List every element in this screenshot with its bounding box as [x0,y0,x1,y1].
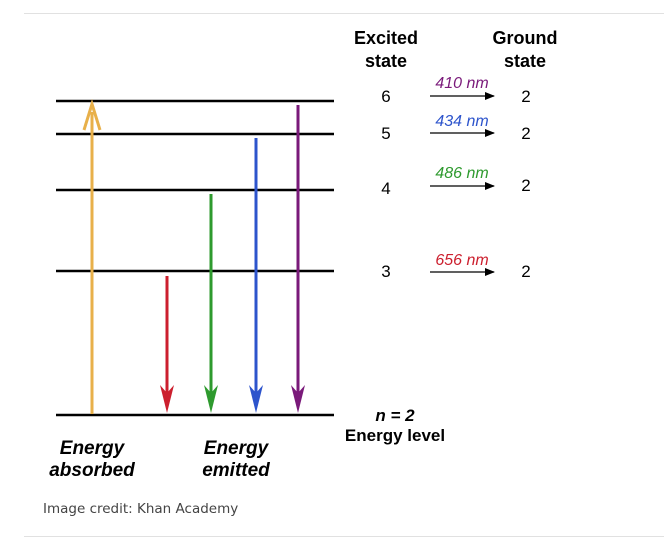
ground-state-subtitle: state [504,51,546,71]
excited-level-6: 6 [381,87,390,106]
energy-emitted-label-line1: Energy [204,438,270,459]
emission-arrow-486 [204,194,218,413]
top-divider [24,13,664,14]
transition-row-6: 6 410 nm 2 [381,75,530,106]
transition-row-5: 5 434 nm 2 [381,113,530,143]
bottom-divider [24,536,664,537]
ground-level-4: 2 [521,176,530,195]
excited-level-3: 3 [381,262,390,281]
image-credit: Image credit: Khan Academy [43,501,239,517]
energy-absorbed-label-line2: absorbed [49,460,135,481]
excited-state-title: Excited [354,28,418,48]
excited-state-subtitle: state [365,51,407,71]
ground-level-6: 2 [521,87,530,106]
emission-arrow-410 [291,105,305,413]
energy-emitted-label-line2: emitted [202,460,270,481]
wavelength-label-486: 486 nm [435,165,488,182]
ground-level-3: 2 [521,262,530,281]
absorbed-arrow [82,98,102,414]
ground-level-label: n = 2 [375,406,415,425]
transition-row-3: 3 656 nm 2 [381,252,530,281]
emission-arrow-656 [160,276,174,413]
wavelength-label-656: 656 nm [435,252,488,269]
excited-level-4: 4 [381,179,390,198]
energy-level-label: Energy level [345,426,445,445]
energy-absorbed-label-line1: Energy [60,438,126,459]
excited-level-5: 5 [381,124,390,143]
transition-row-4: 4 486 nm 2 [381,165,530,198]
wavelength-label-434: 434 nm [435,113,488,130]
ground-level-5: 2 [521,124,530,143]
wavelength-label-410: 410 nm [435,75,488,92]
emission-arrow-434 [249,138,263,413]
ground-state-title: Ground [493,28,558,48]
